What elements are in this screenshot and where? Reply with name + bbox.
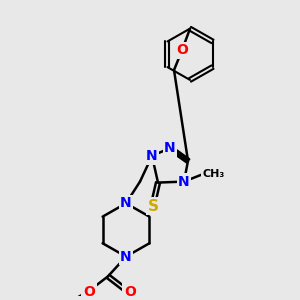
Text: S: S — [148, 199, 158, 214]
Text: CH₃: CH₃ — [203, 169, 225, 179]
Text: N: N — [120, 250, 132, 264]
Text: O: O — [83, 285, 95, 299]
Text: O: O — [176, 43, 188, 57]
Text: N: N — [178, 175, 190, 189]
Text: N: N — [164, 141, 176, 155]
Text: O: O — [124, 285, 136, 299]
Text: N: N — [146, 149, 158, 163]
Text: N: N — [120, 196, 132, 210]
